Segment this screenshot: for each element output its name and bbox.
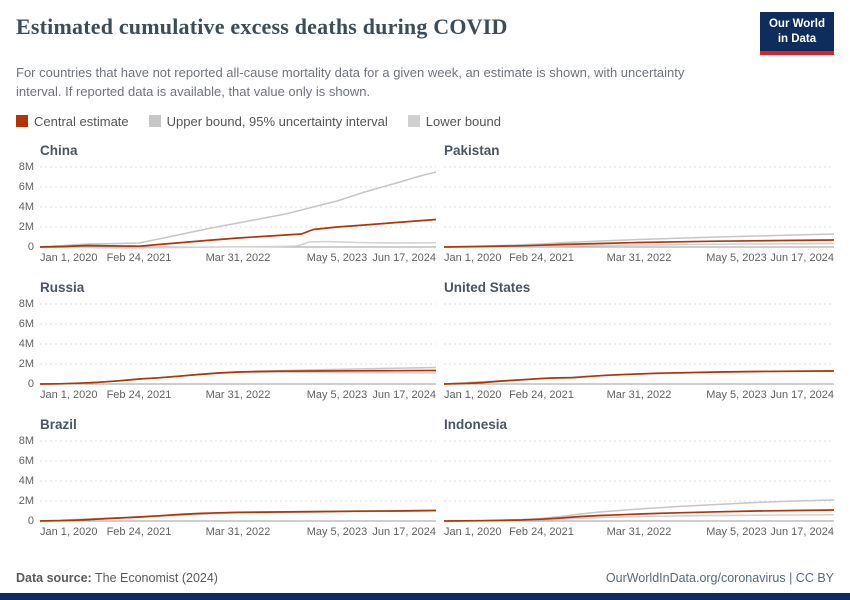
svg-text:Mar 31, 2022: Mar 31, 2022: [206, 526, 271, 538]
legend-swatch-lower: [407, 115, 420, 128]
svg-text:Jun 17, 2024: Jun 17, 2024: [770, 252, 834, 264]
svg-text:Mar 31, 2022: Mar 31, 2022: [607, 389, 672, 401]
svg-text:May 5, 2023: May 5, 2023: [706, 389, 767, 401]
svg-text:Mar 31, 2022: Mar 31, 2022: [206, 252, 271, 264]
svg-text:Jan 1, 2020: Jan 1, 2020: [40, 526, 98, 538]
plot-russia[interactable]: Jan 1, 2020 Feb 24, 2021 Mar 31, 2022 May 5…: [40, 300, 436, 404]
y-axis: 0 2M 4M 6M 8M: [18, 434, 34, 527]
svg-text:Mar 31, 2022: Mar 31, 2022: [206, 389, 271, 401]
svg-text:May 5, 2023: May 5, 2023: [307, 252, 368, 264]
legend-label-central: Central estimate: [34, 113, 129, 129]
chart-china: China 0 2M 4M 6M 8M Jan 1, 2020 Feb 24, 2021 M…: [16, 143, 436, 267]
legend-label-upper: Upper bound, 95% uncertainty interval: [166, 113, 388, 129]
plot-indonesia[interactable]: Jan 1, 2020 Feb 24, 2021 Mar 31, 2022 May 5…: [444, 437, 834, 541]
data-source-label: Data source:: [16, 571, 92, 585]
legend-swatch-upper: [148, 115, 161, 128]
facet-title-united-states: United States: [444, 279, 531, 295]
page-title: Estimated cumulative excess deaths durin…: [16, 14, 508, 39]
plot-wrap-indonesia: Jan 1, 2020 Feb 24, 2021 Mar 31, 2022 May 5…: [444, 437, 834, 541]
chart-subtitle: For countries that have not reported all…: [16, 64, 685, 99]
svg-text:Jan 1, 2020: Jan 1, 2020: [40, 252, 98, 264]
plot-wrap-brazil: 0 2M 4M 6M 8M Jan 1, 2020 Feb 24, 2021 Mar 31,…: [16, 434, 436, 541]
svg-text:Jun 17, 2024: Jun 17, 2024: [372, 252, 436, 264]
legend-item-upper-bound[interactable]: Upper bound, 95% uncertainty interval: [148, 113, 388, 129]
plot-wrap-united-states: Jan 1, 2020 Feb 24, 2021 Mar 31, 2022 May 5…: [444, 300, 834, 404]
svg-text:Jun 17, 2024: Jun 17, 2024: [372, 389, 436, 401]
facet-row-3: Brazil 0 2M 4M 6M 8M Jan 1, 2020 Feb 24, 2021…: [16, 417, 834, 541]
owid-bottom-bar: [0, 593, 850, 600]
data-source-value[interactable]: The Economist (2024): [94, 571, 218, 585]
chart-united-states: United States Jan 1, 2020 Feb 24, 2021 Mar…: [444, 280, 834, 404]
chart-russia: Russia 0 2M 4M 6M 8M Jan 1, 2020 Feb 24, 2021…: [16, 280, 436, 404]
legend-label-lower: Lower bound: [425, 113, 501, 129]
svg-text:Feb 24, 2021: Feb 24, 2021: [107, 252, 172, 264]
owid-logo-line1: Our World: [768, 18, 825, 30]
facet-row-1: China 0 2M 4M 6M 8M Jan 1, 2020 Feb 24, 2021 M…: [16, 143, 834, 267]
svg-text:Jun 17, 2024: Jun 17, 2024: [372, 526, 436, 538]
svg-text:Jan 1, 2020: Jan 1, 2020: [40, 389, 98, 401]
legend-swatch-central: [16, 115, 28, 128]
facet-title-china: China: [40, 142, 78, 158]
footer: Data source: The Economist (2024) OurWor…: [16, 571, 834, 585]
plot-wrap-china: 0 2M 4M 6M 8M Jan 1, 2020 Feb 24, 2021 Mar 31,…: [16, 160, 436, 267]
svg-text:Jun 17, 2024: Jun 17, 2024: [770, 389, 834, 401]
owid-logo[interactable]: Our World in Data: [759, 12, 834, 55]
data-source: Data source: The Economist (2024): [16, 571, 218, 585]
chart-pakistan: Pakistan Jan 1, 2020 Feb 24, 2021 Mar 31, …: [444, 143, 834, 267]
legend-item-lower-bound[interactable]: Lower bound: [407, 113, 501, 129]
svg-text:May 5, 2023: May 5, 2023: [307, 389, 368, 401]
svg-text:May 5, 2023: May 5, 2023: [307, 526, 368, 538]
plot-wrap-pakistan: Jan 1, 2020 Feb 24, 2021 Mar 31, 2022 May 5…: [444, 163, 834, 267]
y-axis: 0 2M 4M 6M 8M: [18, 297, 34, 390]
owid-credit-link[interactable]: OurWorldInData.org/coronavirus | CC BY: [605, 571, 834, 585]
plot-china[interactable]: Jan 1, 2020 Feb 24, 2021 Mar 31, 2022 May 5…: [40, 163, 436, 267]
svg-text:Feb 24, 2021: Feb 24, 2021: [509, 252, 574, 264]
facet-title-pakistan: Pakistan: [444, 142, 500, 158]
facet-grid: China 0 2M 4M 6M 8M Jan 1, 2020 Feb 24, 2021 M…: [16, 143, 834, 541]
facet-title-brazil: Brazil: [40, 416, 77, 432]
facet-title-russia: Russia: [40, 279, 85, 295]
owid-chart-page: Estimated cumulative excess deaths durin…: [16, 12, 834, 541]
svg-text:Mar 31, 2022: Mar 31, 2022: [607, 526, 672, 538]
svg-text:Feb 24, 2021: Feb 24, 2021: [509, 389, 574, 401]
header: Estimated cumulative excess deaths durin…: [16, 12, 834, 55]
legend-item-central-estimate[interactable]: Central estimate: [16, 114, 129, 129]
svg-text:Feb 24, 2021: Feb 24, 2021: [107, 526, 172, 538]
svg-text:May 5, 2023: May 5, 2023: [706, 252, 767, 264]
svg-text:Mar 31, 2022: Mar 31, 2022: [607, 252, 672, 264]
plot-pakistan[interactable]: Jan 1, 2020 Feb 24, 2021 Mar 31, 2022 May 5…: [444, 163, 834, 267]
svg-text:Jan 1, 2020: Jan 1, 2020: [444, 526, 502, 538]
plot-wrap-russia: 0 2M 4M 6M 8M Jan 1, 2020 Feb 24, 2021 Mar 31,…: [16, 297, 436, 404]
owid-logo-line2: in Data: [777, 32, 817, 45]
facet-title-indonesia: Indonesia: [444, 416, 508, 432]
plot-united-states[interactable]: Jan 1, 2020 Feb 24, 2021 Mar 31, 2022 May 5…: [444, 300, 834, 404]
svg-text:Feb 24, 2021: Feb 24, 2021: [509, 526, 574, 538]
svg-text:Jun 17, 2024: Jun 17, 2024: [770, 526, 834, 538]
svg-text:May 5, 2023: May 5, 2023: [706, 526, 767, 538]
chart-brazil: Brazil 0 2M 4M 6M 8M Jan 1, 2020 Feb 24, 2021…: [16, 417, 436, 541]
chart-indonesia: Indonesia Jan 1, 2020 Feb 24, 2021 Mar 31,…: [444, 417, 834, 541]
plot-brazil[interactable]: Jan 1, 2020 Feb 24, 2021 Mar 31, 2022 May 5…: [40, 437, 436, 541]
y-axis: 0 2M 4M 6M 8M: [18, 160, 34, 253]
svg-text:Jan 1, 2020: Jan 1, 2020: [444, 389, 502, 401]
legend: Central estimate Upper bound, 95% uncert…: [16, 114, 834, 129]
facet-row-2: Russia 0 2M 4M 6M 8M Jan 1, 2020 Feb 24, 2021…: [16, 280, 834, 404]
svg-text:Feb 24, 2021: Feb 24, 2021: [107, 389, 172, 401]
svg-text:Jan 1, 2020: Jan 1, 2020: [444, 252, 502, 264]
